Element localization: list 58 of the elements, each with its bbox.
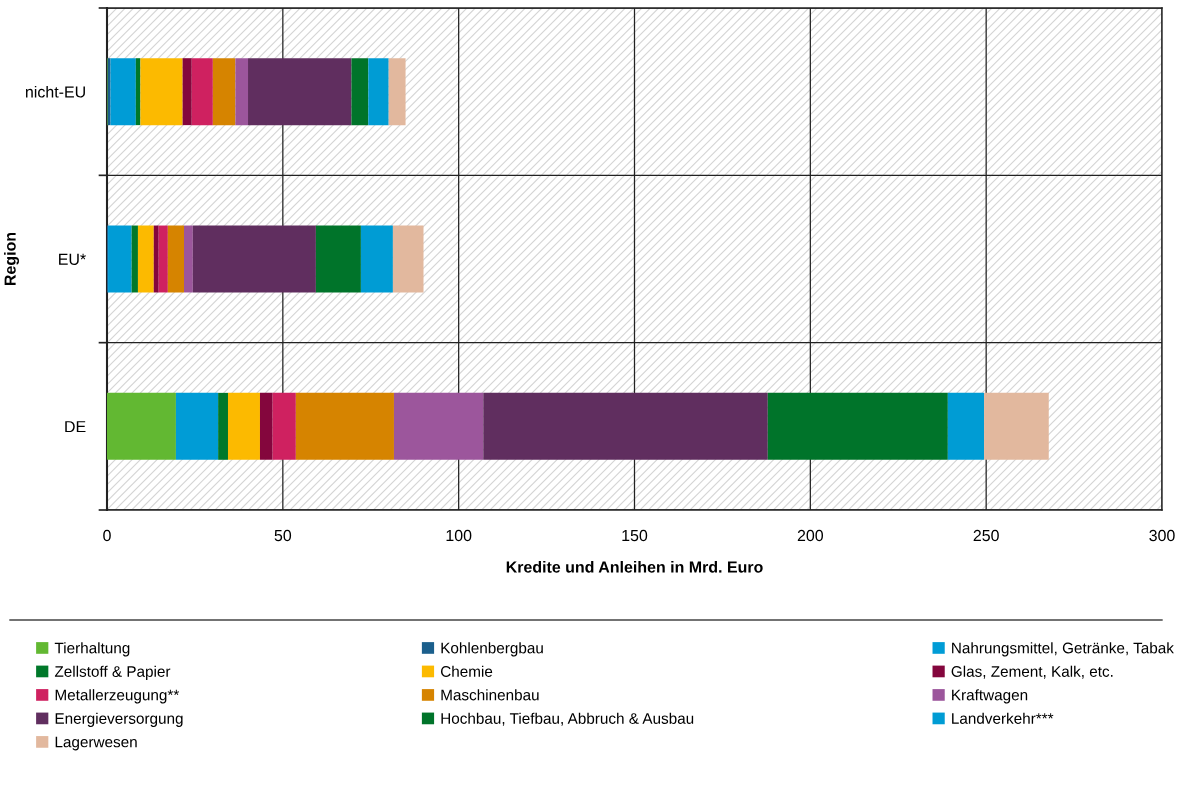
y-tick-label: nicht-EU — [25, 85, 85, 98]
bar — [192, 225, 316, 293]
legend-label: Glas, Zement, Kalk, etc. — [951, 665, 1113, 679]
bar — [388, 58, 406, 126]
x-tick-label: 300 — [1149, 529, 1175, 542]
bar — [137, 225, 154, 293]
bar — [212, 58, 236, 126]
bar — [158, 225, 168, 293]
bar — [182, 58, 192, 126]
bar — [483, 392, 768, 460]
bar — [175, 392, 219, 460]
bar — [191, 58, 213, 126]
bar — [767, 392, 948, 460]
bar — [131, 225, 138, 293]
bar — [272, 392, 296, 460]
bar — [392, 225, 424, 293]
bar — [140, 58, 183, 126]
bar — [218, 392, 228, 460]
bar — [947, 392, 985, 460]
y-tick-label: EU* — [59, 253, 86, 265]
legend-label: Tierhaltung — [54, 642, 130, 657]
bar — [235, 58, 249, 126]
legend-label: Chemie — [440, 665, 493, 677]
legend-label: Metallerzeugung** — [55, 689, 180, 704]
bar — [227, 392, 260, 460]
x-axis-title: Kredite und Anleihen in Mrd. Euro — [506, 561, 763, 573]
y-axis-title: Region — [4, 232, 19, 285]
x-tick-label: 50 — [274, 529, 292, 542]
legend-label: Landverkehr*** — [952, 712, 1054, 724]
bar — [248, 58, 352, 126]
legend-label: Lagerwesen — [55, 736, 137, 751]
legend-label: Zellstoff & Papier — [54, 665, 171, 680]
x-tick-label: 200 — [797, 529, 824, 542]
bar — [107, 392, 176, 460]
legend-label: Kohlenbergbau — [441, 642, 543, 657]
bar — [360, 225, 393, 293]
x-tick-label: 100 — [446, 529, 472, 542]
bar — [315, 225, 361, 293]
bar — [110, 58, 136, 126]
bar — [393, 392, 484, 460]
legend-label: Hochbau, Tiefbau, Abbruch & Ausbau — [441, 712, 694, 726]
bar — [368, 58, 389, 126]
bar — [153, 225, 159, 293]
bar — [984, 392, 1049, 460]
y-tick-label: DE — [65, 421, 86, 433]
bar — [108, 225, 132, 293]
legend-label: Nahrungsmittel, Getränke, Tabak — [952, 642, 1174, 657]
bar — [259, 392, 273, 460]
bar — [167, 225, 185, 293]
x-tick-label: 250 — [973, 529, 999, 542]
x-tick-label: 0 — [103, 529, 111, 542]
x-tick-label: 150 — [622, 529, 648, 542]
bar — [184, 225, 193, 293]
legend-label: Kraftwagen — [952, 689, 1028, 704]
bar — [351, 58, 369, 126]
legend-label: Maschinenbau — [441, 689, 539, 701]
legend-label: Energieversorgung — [55, 712, 183, 727]
bar — [295, 392, 394, 460]
